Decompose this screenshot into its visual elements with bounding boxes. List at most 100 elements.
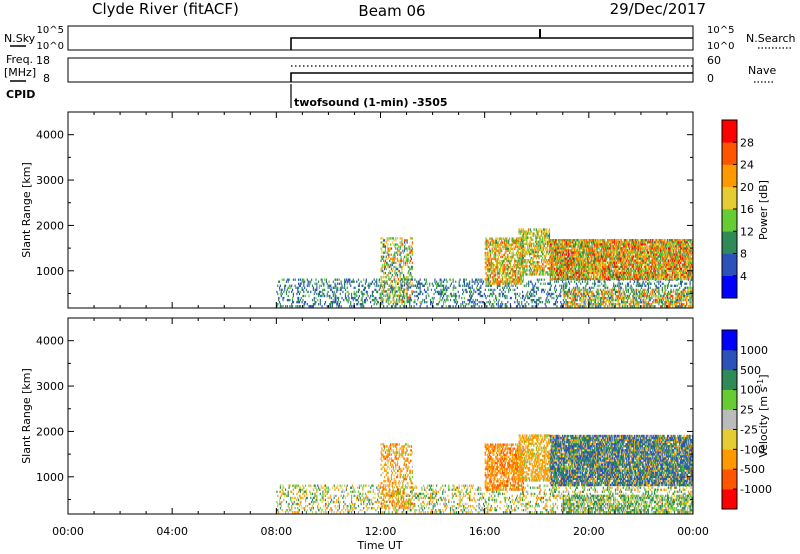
power-echo-cell-r0 [620,282,622,285]
power-echo-cell-r0 [583,292,585,296]
power-echo-cell-r4 [585,263,587,266]
power-echo-cell-r2 [506,274,508,277]
power-echo-cell-r0 [362,303,364,306]
power-echo-cell-r0 [593,294,595,298]
power-echo-cell-r0 [541,278,543,281]
power-echo-cell-r3 [542,265,544,268]
power-echo-cell-r1 [383,263,386,267]
power-echo-cell-r1 [404,243,406,246]
power-echo-cell-r1 [381,255,383,258]
power-echo-cell-r2 [505,237,507,240]
power-echo-cell-r0 [280,294,282,298]
power-echo-cell-r4 [622,261,624,264]
power-echo-cell-r0 [497,284,499,287]
power-echo-cell-r4 [558,255,560,258]
power-echo-cell-r4 [624,251,626,254]
power-echo-cell-r1 [380,282,382,285]
power-echo-cell-r2 [484,251,486,255]
power-echo-cell-r4 [600,259,602,262]
power-echo-cell-r2 [502,253,505,257]
power-echo-cell-r2 [496,245,498,248]
power-echo-cell-r4 [620,277,622,281]
power-echo-cell-r0 [365,296,367,300]
power-echo-cell-r4 [633,273,635,277]
power-echo-cell-r1 [385,263,387,267]
power-echo-cell-r3 [533,256,535,260]
power-echo-cell-r3 [532,259,534,262]
power-echo-cell-r0 [441,280,443,283]
power-echo-cell-r4 [558,249,560,252]
power-echo-cell-r0 [539,278,541,281]
power-echo-cell-r0 [443,280,445,283]
power-echo-cell-r2 [499,268,501,271]
power-echo-cell-r4 [633,245,635,248]
power-echo-cell-r2 [512,272,514,275]
power-echo-cell-r0 [526,282,528,285]
power-echo-cell-r2 [496,241,498,244]
power-echo-cell-r2 [488,270,490,273]
power-echo-cell-r4 [630,265,632,268]
power-echo-cell-r0 [509,296,512,300]
power-echo-cell-r0 [304,286,306,290]
power-echo-cell-r1 [399,271,401,275]
power-echo-cell-r0 [521,290,524,294]
power-echo-cell-r3 [540,267,542,270]
power-echo-cell-r4 [619,259,621,262]
power-echo-cell-r4 [611,241,613,244]
power-echo-cell-r4 [574,265,577,268]
power-echo-cell-r4 [626,249,628,252]
power-echo-cell-r0 [517,303,519,306]
power-echo-cell-r4 [556,261,558,264]
power-echo-cell-r3 [528,248,530,252]
power-echo-cell-r4 [550,247,552,250]
power-echo-cell-r4 [598,251,600,254]
power-echo-cell-r4 [621,263,623,266]
power-echo-cell-r4 [549,243,551,246]
power-echo-cell-r2 [489,261,491,265]
power-echo-cell-r1 [399,290,401,293]
power-echo-cell-r0 [649,286,651,290]
power-echo-cell-r1 [381,249,383,252]
power-echo-cell-r0 [662,294,664,298]
power-echo-cell-r1 [406,298,408,301]
power-echo-cell-r4 [587,267,590,270]
power-echo-cell-r3 [540,244,542,248]
power-echo-cell-r0 [327,284,329,287]
power-echo-cell-r0 [332,280,334,283]
power-echo-cell-r2 [491,247,493,250]
power-echo-cell-r0 [572,292,574,296]
power-echo-cell-r0 [528,292,531,296]
power-echo-cell-r1 [396,247,399,250]
power-echo-cell-r4 [605,249,607,252]
power-echo-cell-r2 [491,270,493,273]
power-echo-cell-r4 [576,271,578,275]
power-echo-cell-r2 [517,272,519,275]
power-echo-cell-r0 [549,282,551,285]
power-echo-cell-r2 [520,280,522,283]
power-echo-cell-r4 [608,253,610,256]
power-echo-cell-r4 [626,257,628,260]
power-echo-cell-r2 [516,239,518,242]
power-echo-cell-r1 [387,249,389,252]
power-echo-cell-r1 [407,286,409,289]
power-echo-cell-r4 [593,277,595,281]
power-echo-cell-r3 [522,234,525,237]
power-echo-cell-r4 [630,267,632,270]
power-echo-cell-r0 [392,296,394,300]
power-echo-cell-r0 [360,298,362,302]
power-echo-cell-r0 [376,298,378,302]
power-echo-cell-r1 [410,259,412,263]
power-echo-cell-r0 [532,284,534,287]
power-echo-cell-r0 [687,286,689,290]
power-echo-cell-r0 [581,305,584,308]
power-echo-cell-r0 [595,305,597,308]
power-echo-cell-r0 [514,278,516,281]
power-echo-cell-r4 [595,239,597,242]
power-echo-cell-r3 [548,234,551,237]
power-echo-cell-r0 [440,278,442,281]
power-echo-cell-r2 [502,272,505,275]
power-echo-cell-r0 [413,305,415,308]
power-echo-cell-r4 [593,275,595,279]
power-echo-cell-r0 [565,284,567,287]
power-echo-cell-r4 [562,275,564,279]
